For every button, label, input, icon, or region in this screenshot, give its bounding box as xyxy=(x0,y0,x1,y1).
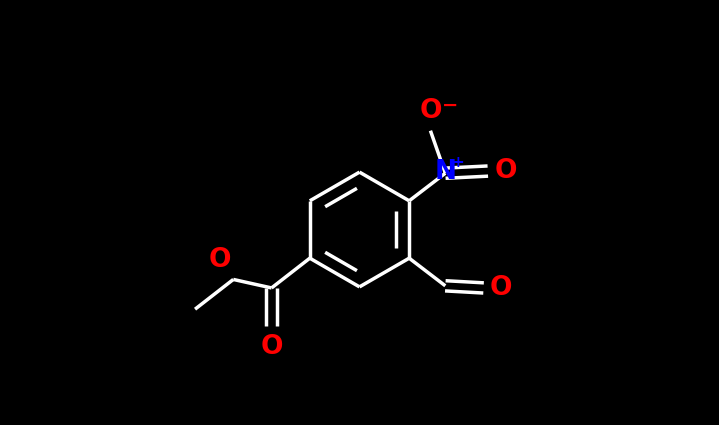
Text: O: O xyxy=(419,98,441,125)
Text: O: O xyxy=(494,158,517,184)
Text: O: O xyxy=(490,275,513,301)
Text: O: O xyxy=(209,247,232,273)
Text: N: N xyxy=(435,159,457,185)
Text: −: − xyxy=(442,96,459,114)
Text: O: O xyxy=(260,334,283,360)
Text: +: + xyxy=(452,155,464,170)
